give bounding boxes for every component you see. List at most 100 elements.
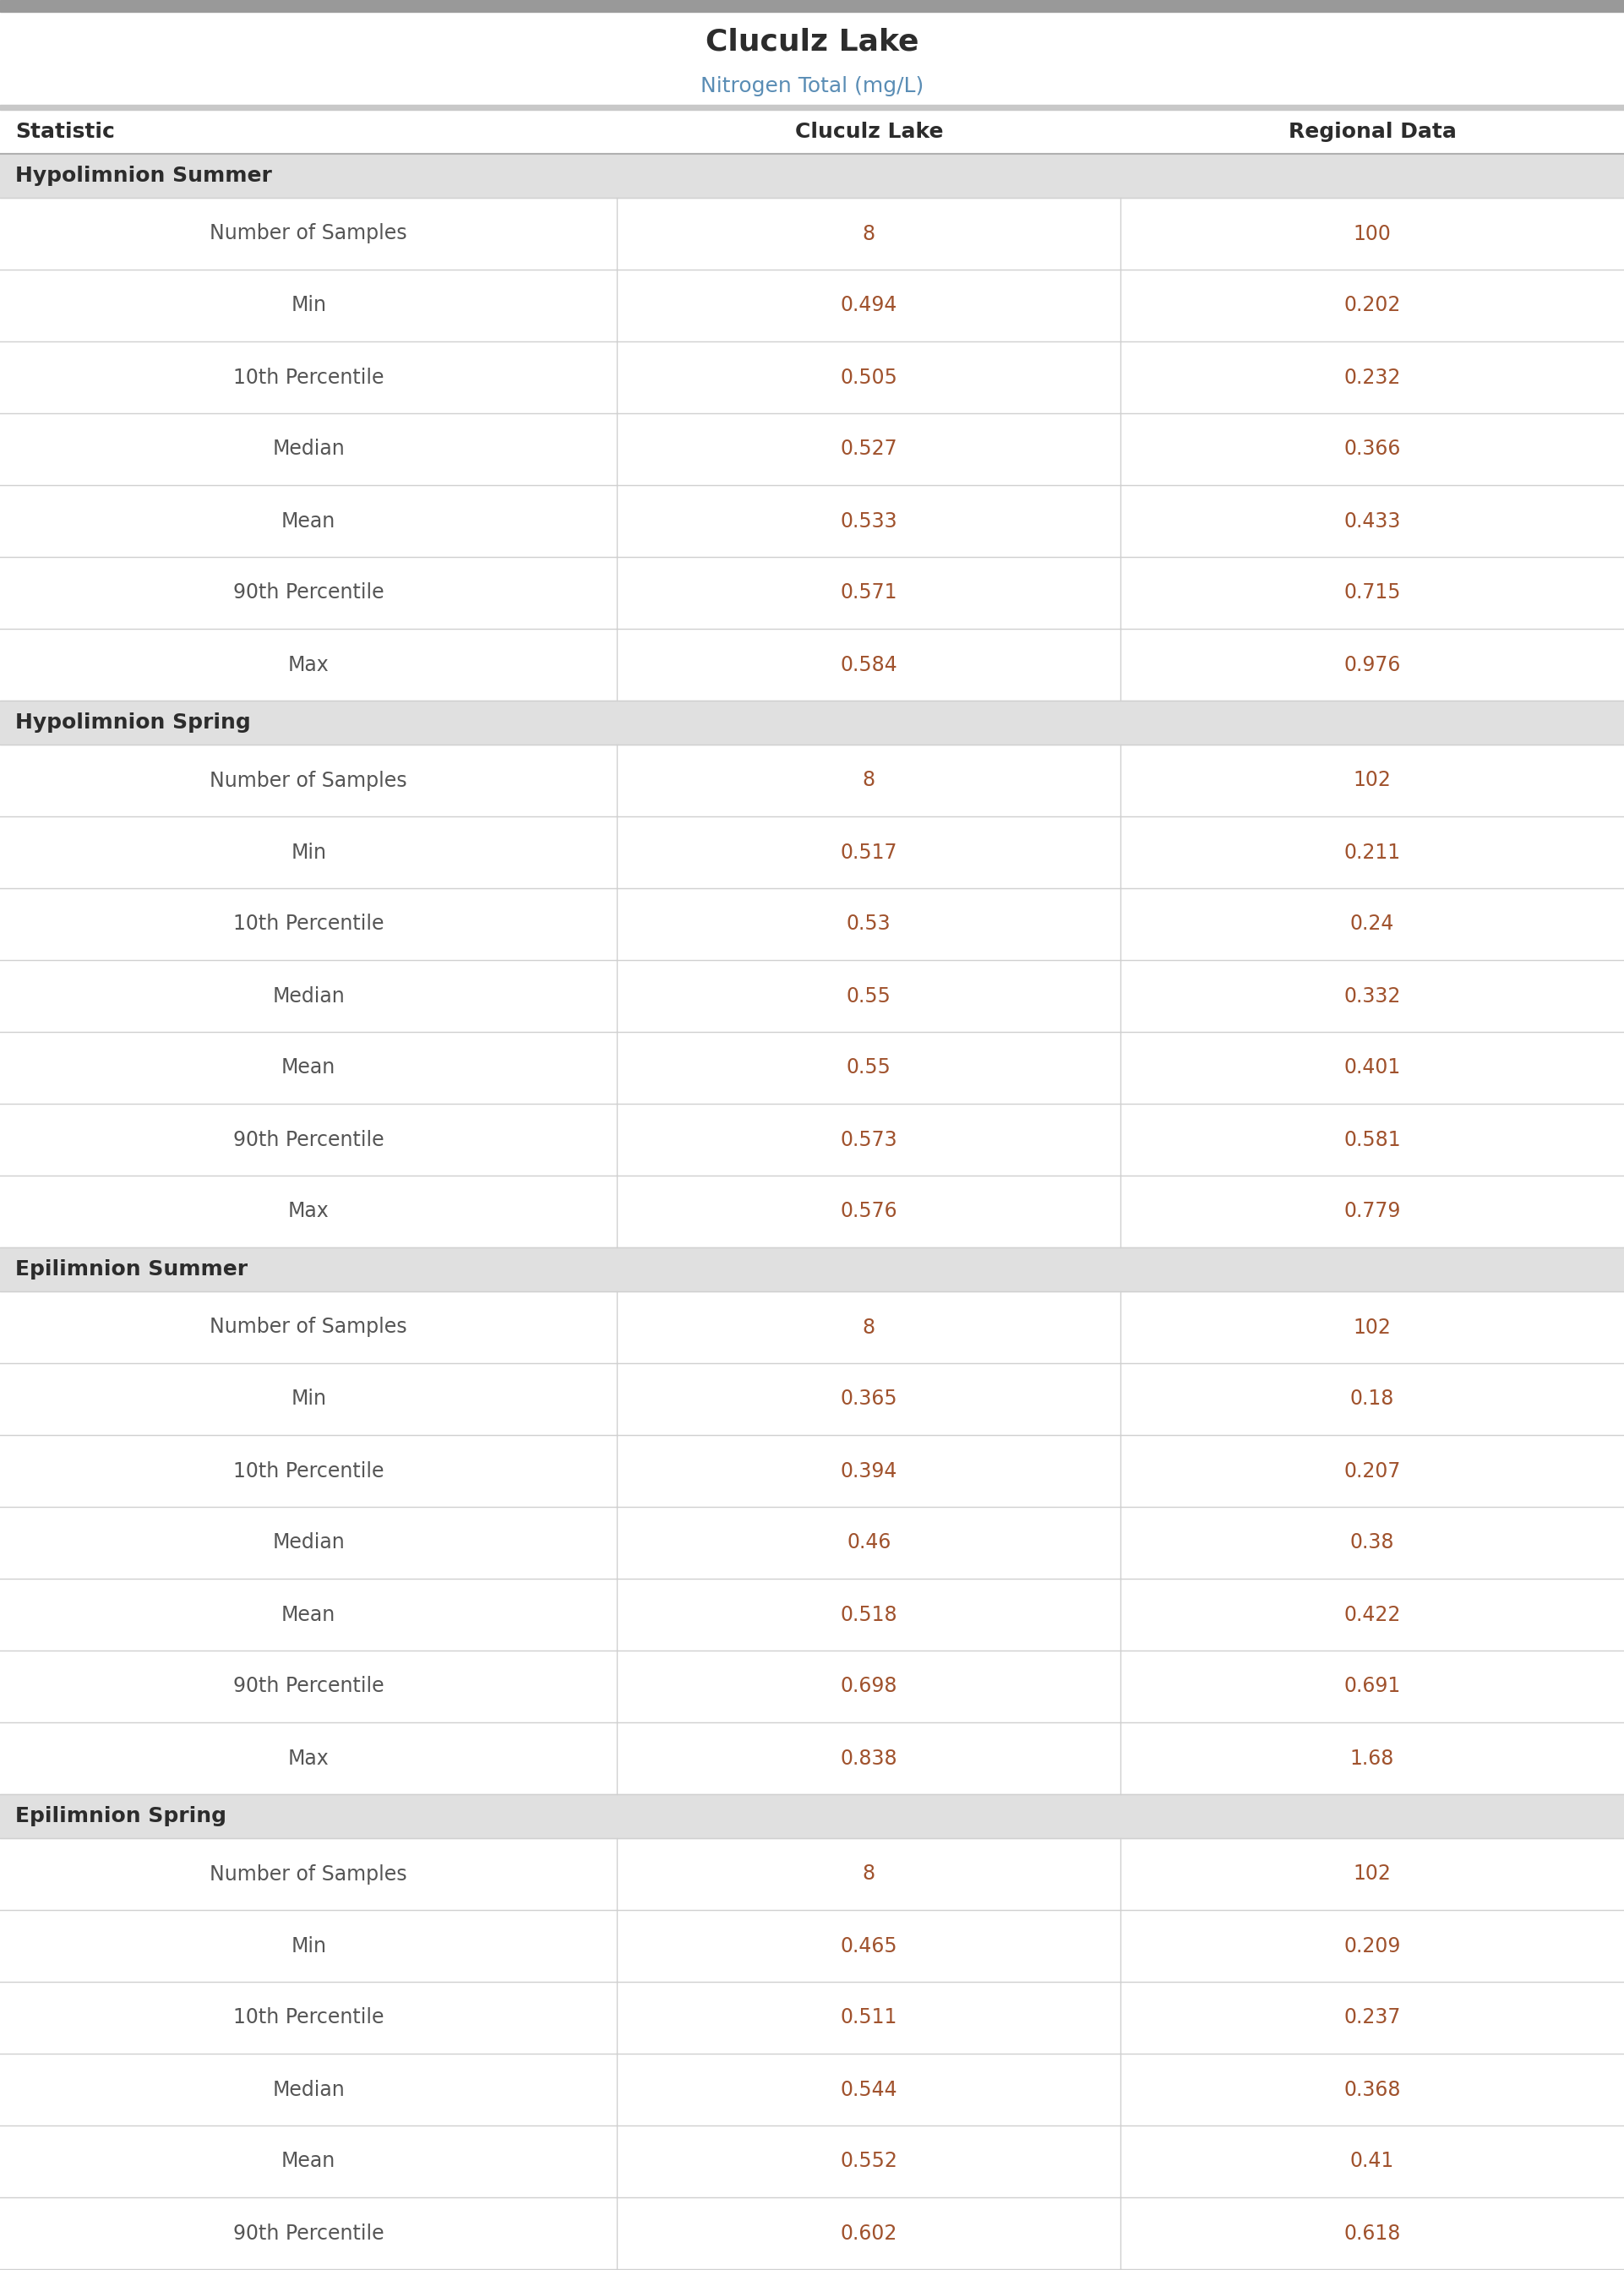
Bar: [0, 817, 1624, 888]
Text: 0.505: 0.505: [840, 368, 898, 388]
Text: Nitrogen Total (mg/L): Nitrogen Total (mg/L): [700, 75, 924, 95]
Bar: [0, 104, 1624, 109]
Text: 90th Percentile: 90th Percentile: [234, 1675, 383, 1696]
Text: 0.465: 0.465: [840, 1936, 898, 1957]
Text: Max: Max: [287, 1748, 330, 1768]
Text: 0.544: 0.544: [840, 2079, 898, 2100]
Text: 0.433: 0.433: [1343, 511, 1402, 531]
Text: 0.518: 0.518: [840, 1605, 898, 1625]
Bar: [0, 1723, 1624, 1793]
Text: 0.38: 0.38: [1350, 1532, 1395, 1553]
Text: Min: Min: [291, 1936, 326, 1957]
Text: Median: Median: [273, 2079, 344, 2100]
Bar: [0, 340, 1624, 413]
Text: Epilimnion Summer: Epilimnion Summer: [15, 1260, 248, 1280]
Text: 0.211: 0.211: [1345, 842, 1400, 863]
Bar: [0, 2125, 1624, 2197]
Text: 90th Percentile: 90th Percentile: [234, 2222, 383, 2243]
Bar: [0, 1839, 1624, 1909]
Text: 102: 102: [1353, 1864, 1392, 1884]
Text: 0.202: 0.202: [1343, 295, 1402, 316]
Bar: [0, 1249, 1624, 1292]
Bar: [0, 1435, 1624, 1507]
Text: 10th Percentile: 10th Percentile: [234, 368, 383, 388]
Bar: [0, 1103, 1624, 1176]
Text: 0.41: 0.41: [1350, 2152, 1395, 2172]
Text: 0.715: 0.715: [1343, 583, 1402, 604]
Text: Median: Median: [273, 985, 344, 1006]
Text: 0.584: 0.584: [840, 654, 898, 674]
Bar: [0, 1507, 1624, 1578]
Text: 0.552: 0.552: [840, 2152, 898, 2172]
Text: Max: Max: [287, 1201, 330, 1221]
Text: 0.691: 0.691: [1345, 1675, 1400, 1696]
Bar: [0, 1033, 1624, 1103]
Text: 0.46: 0.46: [846, 1532, 892, 1553]
Text: 100: 100: [1353, 222, 1392, 243]
Text: 0.533: 0.533: [840, 511, 898, 531]
Text: 0.232: 0.232: [1343, 368, 1402, 388]
Bar: [0, 486, 1624, 556]
Text: 0.576: 0.576: [840, 1201, 898, 1221]
Bar: [0, 1909, 1624, 1982]
Text: 0.698: 0.698: [840, 1675, 898, 1696]
Bar: [0, 2054, 1624, 2125]
Text: Mean: Mean: [281, 2152, 336, 2172]
Bar: [0, 413, 1624, 486]
Text: 0.511: 0.511: [840, 2007, 898, 2027]
Text: 0.366: 0.366: [1343, 438, 1402, 459]
Text: 0.207: 0.207: [1343, 1462, 1402, 1480]
Text: 0.237: 0.237: [1343, 2007, 1402, 2027]
Bar: [0, 1982, 1624, 2054]
Text: Epilimnion Spring: Epilimnion Spring: [15, 1807, 226, 1827]
Text: 8: 8: [862, 1864, 875, 1884]
Bar: [0, 1650, 1624, 1723]
Bar: [0, 270, 1624, 340]
Text: 0.571: 0.571: [840, 583, 898, 604]
Text: Cluculz Lake: Cluculz Lake: [794, 123, 944, 143]
Bar: [0, 745, 1624, 817]
Bar: [0, 701, 1624, 745]
Text: 1.68: 1.68: [1350, 1748, 1395, 1768]
Bar: [0, 109, 1624, 154]
Text: 0.838: 0.838: [840, 1748, 898, 1768]
Text: Min: Min: [291, 842, 326, 863]
Bar: [0, 1578, 1624, 1650]
Text: Mean: Mean: [281, 1605, 336, 1625]
Bar: [0, 1793, 1624, 1839]
Text: Cluculz Lake: Cluculz Lake: [705, 27, 919, 57]
Text: 10th Percentile: 10th Percentile: [234, 1462, 383, 1480]
Text: Number of Samples: Number of Samples: [209, 1864, 408, 1884]
Text: 102: 102: [1353, 1317, 1392, 1337]
Text: 102: 102: [1353, 770, 1392, 790]
Text: Median: Median: [273, 1532, 344, 1553]
Bar: [0, 556, 1624, 629]
Bar: [0, 960, 1624, 1033]
Text: 0.494: 0.494: [840, 295, 898, 316]
Text: Mean: Mean: [281, 511, 336, 531]
Text: 90th Percentile: 90th Percentile: [234, 583, 383, 604]
Text: 0.24: 0.24: [1350, 915, 1395, 935]
Text: 0.55: 0.55: [846, 1058, 892, 1078]
Text: 0.779: 0.779: [1343, 1201, 1402, 1221]
Bar: [0, 1176, 1624, 1248]
Bar: [0, 0, 1624, 11]
Bar: [0, 629, 1624, 701]
Text: 10th Percentile: 10th Percentile: [234, 915, 383, 935]
Text: 0.976: 0.976: [1343, 654, 1402, 674]
Bar: [0, 1364, 1624, 1435]
Text: Number of Samples: Number of Samples: [209, 222, 408, 243]
Text: 0.527: 0.527: [840, 438, 898, 459]
Text: 8: 8: [862, 770, 875, 790]
Text: 8: 8: [862, 1317, 875, 1337]
Bar: [0, 1292, 1624, 1364]
Text: 0.422: 0.422: [1343, 1605, 1402, 1625]
Bar: [0, 888, 1624, 960]
Text: 90th Percentile: 90th Percentile: [234, 1130, 383, 1151]
Text: Number of Samples: Number of Samples: [209, 770, 408, 790]
Text: Number of Samples: Number of Samples: [209, 1317, 408, 1337]
Text: Min: Min: [291, 1389, 326, 1410]
Bar: [0, 197, 1624, 270]
Text: 0.18: 0.18: [1350, 1389, 1395, 1410]
Text: 0.53: 0.53: [846, 915, 892, 935]
